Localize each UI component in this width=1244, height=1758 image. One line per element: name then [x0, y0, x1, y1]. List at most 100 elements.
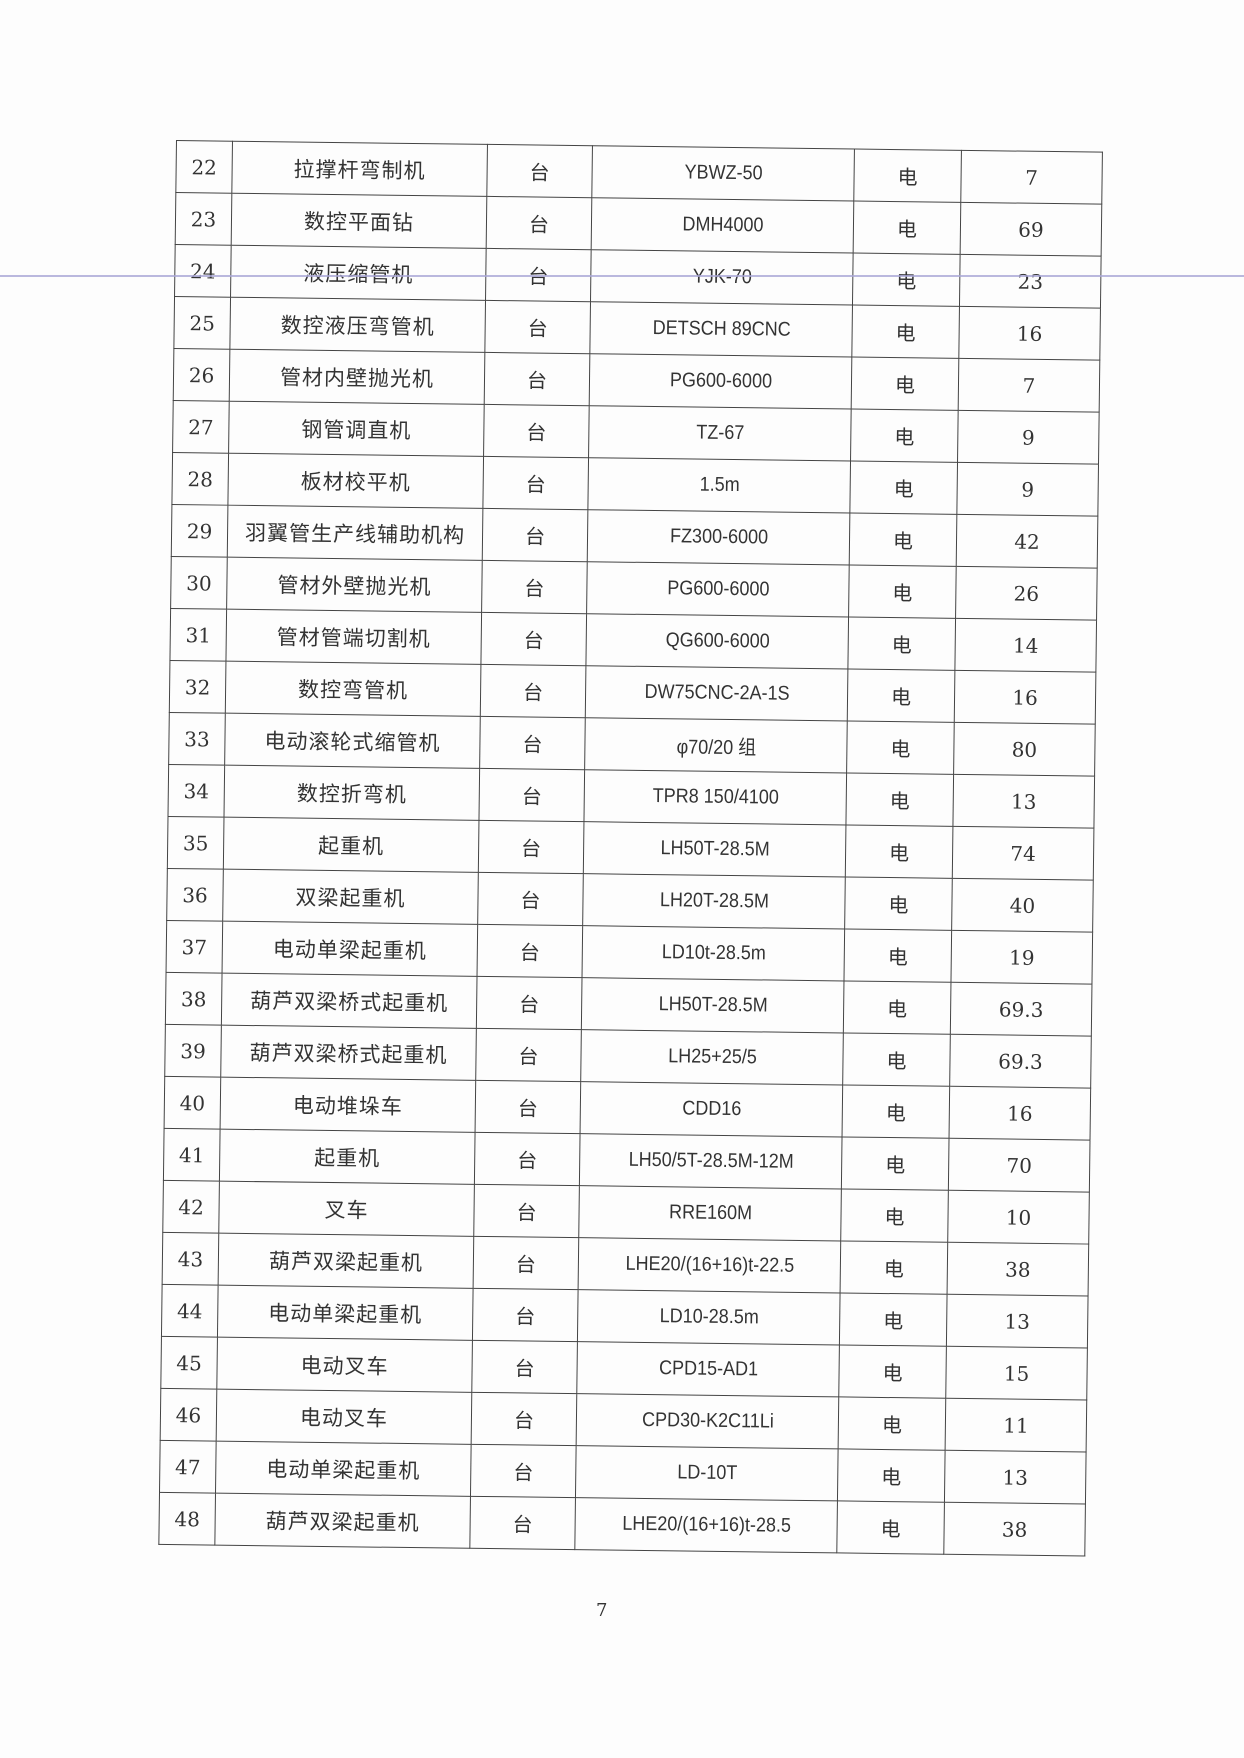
power-value-cell: 42 — [956, 514, 1098, 569]
equipment-name-cell: 叉车 — [218, 1181, 475, 1237]
unit-cell: 台 — [472, 1288, 579, 1342]
unit-cell: 台 — [481, 560, 588, 614]
power-value-cell: 13 — [944, 1450, 1087, 1505]
power-value-cell: 14 — [954, 618, 1097, 673]
row-number-cell: 40 — [164, 1076, 221, 1130]
model-cell: PG600-6000 — [602, 353, 839, 409]
power-type-cell: 电 — [848, 564, 957, 619]
row-number-cell: 32 — [169, 660, 226, 714]
model-cell: DMH4000 — [604, 197, 841, 253]
row-number-cell: 44 — [161, 1284, 219, 1338]
model-cell: CPD30-K2C11Li — [589, 1393, 826, 1449]
unit-cell: 台 — [471, 1392, 577, 1446]
power-type-cell: 电 — [847, 668, 955, 723]
unit-cell: 台 — [471, 1340, 578, 1394]
power-value-cell: 7 — [958, 358, 1100, 413]
row-number-cell: 46 — [160, 1388, 217, 1442]
equipment-name-cell: 起重机 — [219, 1129, 476, 1185]
power-value-cell: 10 — [947, 1190, 1090, 1245]
power-type-cell: 电 — [845, 824, 953, 879]
power-type-cell: 电 — [840, 1188, 949, 1243]
power-type-cell: 电 — [836, 1500, 945, 1555]
model-cell: LD10t-28.5m — [595, 925, 832, 981]
row-number-cell: 41 — [163, 1128, 221, 1182]
power-value-cell: 38 — [947, 1242, 1089, 1297]
row-number-cell: 45 — [160, 1336, 218, 1390]
unit-cell: 台 — [475, 1028, 582, 1082]
unit-cell: 台 — [478, 768, 585, 822]
equipment-name-cell: 电动叉车 — [216, 1389, 472, 1445]
equipment-name-cell: 葫芦双梁起重机 — [218, 1233, 474, 1289]
model-cell: CDD16 — [593, 1081, 830, 1137]
equipment-name-cell: 管材内壁抛光机 — [229, 349, 485, 405]
power-value-cell: 69 — [960, 202, 1102, 257]
power-type-cell: 电 — [849, 461, 958, 515]
row-number-cell: 29 — [171, 504, 228, 558]
row-number-cell: 26 — [173, 348, 230, 402]
model-cell: DETSCH 89CNC — [602, 301, 840, 357]
unit-cell: 台 — [486, 144, 593, 198]
power-type-cell: 电 — [847, 616, 956, 671]
power-value-cell: 70 — [948, 1138, 1091, 1193]
equipment-name-cell: 起重机 — [223, 817, 479, 873]
row-number-cell: 27 — [172, 400, 230, 454]
unit-cell: 台 — [478, 820, 584, 874]
power-type-cell: 电 — [838, 1344, 947, 1399]
power-value-cell: 16 — [954, 670, 1096, 725]
unit-cell: 台 — [477, 872, 584, 926]
page-number: 7 — [596, 1600, 608, 1621]
row-number-cell: 30 — [170, 556, 228, 610]
row-number-cell: 22 — [175, 140, 233, 194]
power-type-cell: 电 — [842, 1032, 951, 1087]
model-cell: PG600-6000 — [599, 561, 837, 617]
power-type-cell: 电 — [846, 720, 955, 775]
model-cell: LH25+25/5 — [593, 1029, 831, 1085]
equipment-name-cell: 拉撑杆弯制机 — [231, 141, 488, 197]
power-type-cell: 电 — [849, 512, 957, 567]
power-value-cell: 19 — [950, 930, 1093, 985]
model-cell: DW75CNC-2A-1S — [598, 665, 835, 721]
power-type-cell: 电 — [840, 1240, 948, 1295]
power-type-cell: 电 — [851, 357, 959, 411]
equipment-name-cell: 电动单梁起重机 — [217, 1285, 474, 1341]
model-cell: TPR8 150/4100 — [597, 769, 834, 825]
unit-cell: 台 — [483, 404, 590, 458]
power-value-cell: 7 — [960, 150, 1103, 205]
scan-artifact-line — [0, 275, 1244, 277]
unit-cell: 台 — [476, 976, 583, 1030]
power-value-cell: 11 — [945, 1398, 1087, 1453]
power-type-cell: 电 — [837, 1448, 946, 1503]
power-value-cell: 13 — [946, 1294, 1089, 1349]
power-type-cell: 电 — [853, 149, 962, 203]
equipment-name-cell: 数控平面钻 — [231, 193, 487, 249]
unit-cell: 台 — [480, 612, 587, 666]
equipment-name-cell: 数控液压弯管机 — [229, 297, 486, 353]
power-type-cell: 电 — [838, 1396, 946, 1451]
model-cell: YBWZ-50 — [604, 145, 842, 201]
power-value-cell: 40 — [951, 878, 1094, 933]
power-type-cell: 电 — [839, 1292, 948, 1347]
row-number-cell: 43 — [162, 1232, 219, 1286]
row-number-cell: 47 — [159, 1440, 217, 1494]
unit-cell: 台 — [484, 352, 590, 406]
equipment-name-cell: 电动滚轮式缩管机 — [224, 713, 481, 769]
equipment-name-cell: 数控弯管机 — [225, 661, 481, 717]
equipment-name-cell: 液压缩管机 — [230, 245, 487, 301]
power-value-cell: 9 — [956, 462, 1099, 517]
power-value-cell: 15 — [945, 1346, 1088, 1401]
row-number-cell: 37 — [166, 920, 223, 974]
row-number-cell: 23 — [175, 192, 232, 246]
equipment-name-cell: 葫芦双梁桥式起重机 — [220, 1025, 477, 1081]
model-cell: LHE20/(16+16)t-28.5 — [587, 1497, 825, 1553]
power-type-cell: 电 — [851, 305, 960, 359]
equipment-name-cell: 电动单梁起重机 — [215, 1441, 472, 1497]
equipment-name-cell: 葫芦双梁起重机 — [214, 1493, 471, 1549]
unit-cell: 台 — [484, 300, 591, 354]
unit-cell: 台 — [474, 1132, 581, 1186]
power-type-cell: 电 — [841, 1136, 950, 1191]
equipment-name-cell: 管材外壁抛光机 — [226, 557, 483, 613]
equipment-name-cell: 钢管调直机 — [228, 401, 485, 457]
power-value-cell: 23 — [959, 254, 1102, 309]
equipment-name-cell: 双梁起重机 — [222, 869, 479, 925]
unit-cell: 台 — [482, 456, 589, 510]
